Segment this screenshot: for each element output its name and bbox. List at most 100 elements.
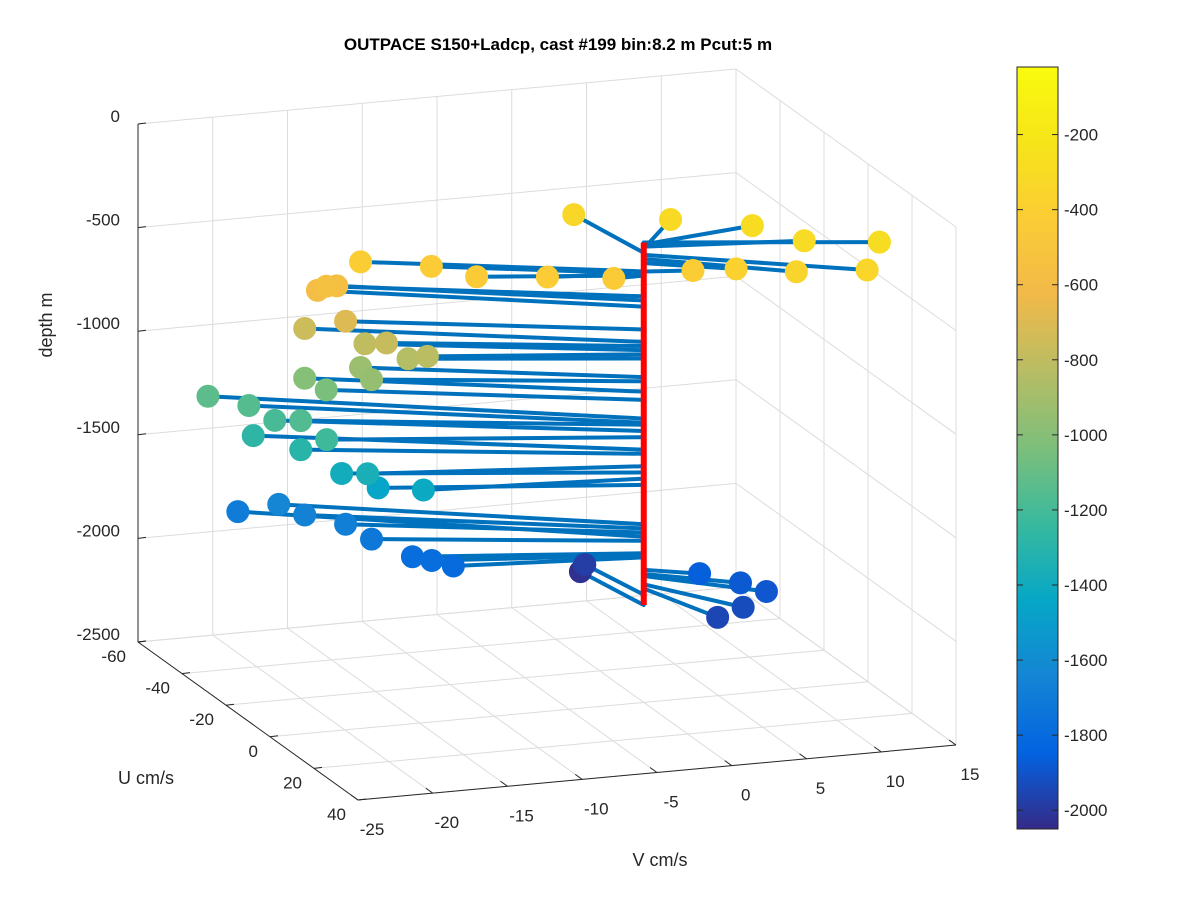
data-point <box>724 257 748 281</box>
velocity-stem <box>324 435 646 442</box>
x-tick-mark <box>313 766 323 769</box>
data-point <box>289 409 313 433</box>
velocity-stem <box>315 288 646 309</box>
data-point <box>420 549 444 573</box>
floor-gridline <box>511 607 733 767</box>
data-point <box>562 203 586 227</box>
data-point <box>784 260 808 284</box>
z-tick-label: -1000 <box>77 314 120 333</box>
data-point <box>241 424 265 448</box>
y-tick-mark <box>425 787 434 794</box>
y-tick-mark <box>948 739 957 746</box>
floor-gridline <box>287 627 508 787</box>
data-point <box>375 331 398 355</box>
data-point <box>293 317 317 341</box>
data-point <box>573 552 597 576</box>
velocity-stem <box>298 447 646 456</box>
data-point <box>353 332 377 356</box>
data-point <box>315 428 339 452</box>
data-point <box>855 258 879 282</box>
velocity-stem <box>641 582 746 610</box>
x-tick-mark <box>357 798 367 801</box>
data-point <box>396 347 420 371</box>
backwall-gridline <box>137 586 737 643</box>
backwall-gridline <box>137 275 737 332</box>
data-point <box>754 579 778 603</box>
velocity-stem <box>571 212 646 255</box>
colorbar-tick-label: -1800 <box>1064 726 1107 745</box>
data-point <box>360 368 384 392</box>
z-tick-label: -2500 <box>77 625 120 644</box>
colorbar-tick-label: -800 <box>1064 351 1098 370</box>
data-point <box>356 462 380 486</box>
x-tick-mark <box>181 672 191 675</box>
x-tick-label: 20 <box>283 773 302 792</box>
colorbar-tick-label: -1400 <box>1064 576 1107 595</box>
y-tick-label: 15 <box>961 765 980 784</box>
velocity-stem <box>578 569 646 608</box>
sidewall-gridline <box>735 68 957 228</box>
y-tick-label: 5 <box>816 779 825 798</box>
velocity-stem <box>369 537 646 543</box>
colorbar-tick-label: -1200 <box>1064 501 1107 520</box>
y-tick-mark <box>574 773 583 780</box>
colorbar-tick-label: -400 <box>1064 201 1098 220</box>
y-tick-label: 0 <box>741 786 750 805</box>
z-tick-label: -2000 <box>77 521 120 540</box>
y-tick-mark <box>649 767 658 773</box>
velocity-stem <box>276 502 646 527</box>
velocity-stem <box>425 352 646 359</box>
sidewall-gridline <box>735 379 957 539</box>
data-point <box>267 492 291 516</box>
colorbar-tick-label: -1000 <box>1064 426 1107 445</box>
y-tick-label: -15 <box>509 806 534 825</box>
sidewall-gridline <box>735 482 957 642</box>
velocity-stem <box>343 319 646 332</box>
sidewall-gridline <box>735 586 957 746</box>
data-point <box>602 266 626 290</box>
data-point <box>415 344 439 368</box>
data-point <box>659 207 683 231</box>
velocity-stem <box>302 326 646 344</box>
chart-title: OUTPACE S150+Ladcp, cast #199 bin:8.2 m … <box>344 35 772 54</box>
velocity-stem <box>641 252 870 272</box>
y-tick-label: -20 <box>434 813 459 832</box>
z-tick-mark <box>137 329 147 332</box>
colorbar-tick-label: -2000 <box>1064 801 1107 820</box>
z-tick-mark <box>137 433 147 436</box>
velocity-stem <box>369 377 646 384</box>
data-point <box>731 595 755 619</box>
backwall-gridline <box>137 68 737 125</box>
colorbar-ticks: -200 -400 -600 -800 -1000 -1200 -1400 -1600 -180… <box>1017 126 1107 820</box>
data-point <box>334 309 358 333</box>
backwall-gridline <box>137 172 737 229</box>
x-tick-mark <box>137 640 147 643</box>
x-axis-line <box>137 641 359 801</box>
y-axis-label: V cm/s <box>632 850 687 870</box>
data-point <box>293 503 317 527</box>
y-tick-label: -5 <box>663 793 678 812</box>
z-axis-label: depth m <box>36 292 56 357</box>
tick-labels: 0-500-1000-1500-2000-2500-60-40-2002040-… <box>77 107 980 839</box>
data-point <box>729 571 752 595</box>
velocity-stem <box>421 476 646 492</box>
colorbar-gradient <box>1016 66 1059 830</box>
velocity-stem <box>429 553 646 563</box>
floor-gridline <box>586 600 807 760</box>
data-point <box>349 250 373 274</box>
z-tick-label: -500 <box>86 211 120 230</box>
z-tick-mark <box>137 122 147 125</box>
velocity-stem <box>358 259 646 274</box>
y-tick-label: -10 <box>584 799 609 818</box>
data-point <box>293 366 317 390</box>
data-point <box>314 274 338 298</box>
velocity-stem <box>298 418 646 427</box>
data-point <box>411 478 435 502</box>
data-point <box>681 258 705 282</box>
colorbar: -200 -400 -600 -800 -1000 -1200 -1400 -1600 -180… <box>1016 66 1107 830</box>
data-point <box>688 562 712 586</box>
x-tick-mark <box>225 703 235 706</box>
velocity-stem <box>641 257 799 274</box>
velocity-stems <box>205 212 882 620</box>
data-point <box>535 265 559 289</box>
